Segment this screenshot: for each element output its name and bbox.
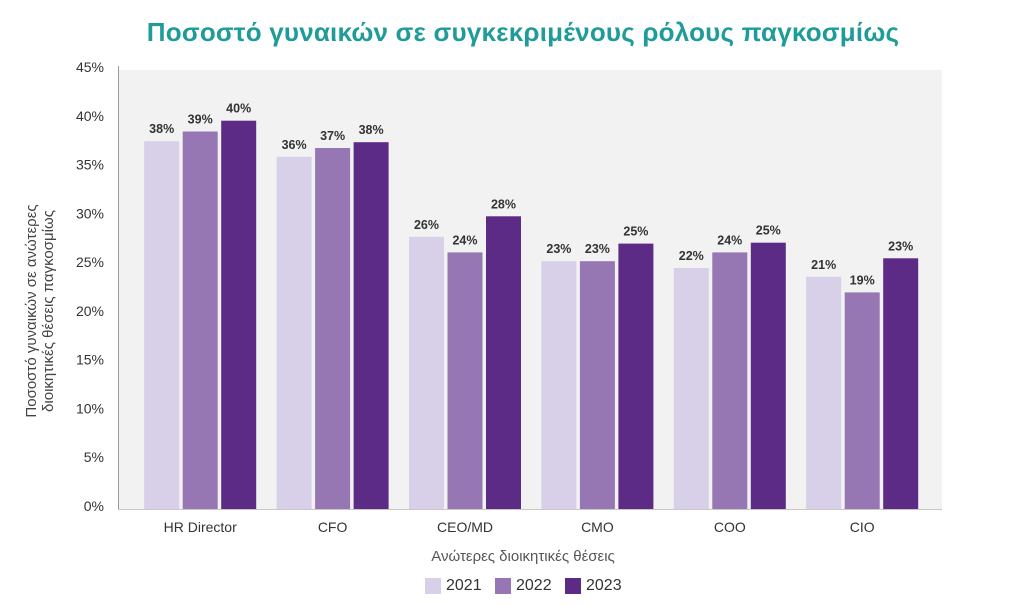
x-tick-label: CMO bbox=[581, 519, 614, 535]
bar-2022 bbox=[712, 252, 748, 509]
data-label: 26% bbox=[414, 218, 439, 232]
bar-2021 bbox=[276, 156, 312, 510]
data-label: 38% bbox=[359, 123, 384, 137]
x-tick-label: CFO bbox=[318, 519, 348, 535]
legend-item: 2022 bbox=[495, 577, 565, 595]
legend-item: 2021 bbox=[425, 577, 495, 595]
y-tick-label: 20% bbox=[76, 303, 104, 319]
legend-swatch bbox=[425, 578, 441, 594]
data-label: 38% bbox=[149, 122, 174, 136]
bar-2022 bbox=[315, 148, 351, 509]
bar-2023 bbox=[353, 142, 389, 509]
data-label: 25% bbox=[623, 225, 648, 239]
legend-label: 2021 bbox=[446, 577, 482, 594]
y-axis-ticks: 0% 5% 10% 15% 20% 25% 30% 35% 40% 45% bbox=[76, 59, 104, 514]
data-label: 22% bbox=[679, 249, 704, 263]
legend: 2021 2022 2023 bbox=[425, 577, 635, 595]
data-label: 21% bbox=[811, 258, 836, 272]
data-label: 25% bbox=[756, 224, 781, 238]
x-tick-label: CEO/MD bbox=[437, 519, 493, 535]
x-tick-label: COO bbox=[714, 519, 746, 535]
legend-item: 2023 bbox=[565, 577, 635, 595]
bar-2022 bbox=[447, 252, 483, 509]
bar-2021 bbox=[541, 261, 577, 509]
data-label: 24% bbox=[717, 233, 742, 247]
legend-label: 2022 bbox=[516, 577, 552, 594]
bar-2021 bbox=[806, 276, 842, 509]
data-label: 37% bbox=[320, 129, 345, 143]
y-tick-label: 10% bbox=[76, 400, 104, 416]
y-tick-label: 15% bbox=[76, 352, 104, 368]
y-tick-label: 35% bbox=[76, 157, 104, 173]
y-tick-label: 30% bbox=[76, 205, 104, 221]
bar-2023 bbox=[618, 243, 654, 509]
data-label: 28% bbox=[491, 197, 516, 211]
bar-2023 bbox=[221, 120, 257, 509]
y-tick-label: 5% bbox=[84, 449, 104, 465]
bar-2021 bbox=[144, 141, 180, 509]
chart-title: Ποσοστό γυναικών σε συγκεκριμένους ρόλου… bbox=[146, 17, 900, 47]
data-label: 19% bbox=[850, 273, 875, 287]
data-label: 36% bbox=[282, 138, 307, 152]
x-tick-label: HR Director bbox=[164, 519, 237, 535]
data-label: 39% bbox=[188, 113, 213, 127]
x-tick-label: CIO bbox=[850, 519, 875, 535]
x-axis-label: Ανώτερες διοικητικές θέσεις bbox=[431, 548, 615, 565]
bar-2021 bbox=[409, 236, 444, 510]
bar-2022 bbox=[182, 131, 218, 509]
bars bbox=[144, 120, 919, 510]
bar-2023 bbox=[883, 258, 919, 509]
bar-2022 bbox=[844, 292, 880, 509]
data-labels: 38% 39% 40% 36% 37% 38% 26% 24% 28% 23% 23% 25% 22% 2… bbox=[149, 102, 913, 288]
y-tick-label: 0% bbox=[84, 498, 104, 514]
data-label: 23% bbox=[888, 239, 913, 253]
y-tick-label: 45% bbox=[76, 59, 104, 75]
bar-2023 bbox=[486, 216, 521, 510]
legend-label: 2023 bbox=[586, 577, 622, 594]
legend-swatch bbox=[495, 578, 511, 594]
y-axis-label: Ποσοστό γυναικών σε ανώτερες διοικητικές… bbox=[23, 204, 57, 418]
data-label: 24% bbox=[452, 233, 477, 247]
bar-2022 bbox=[579, 261, 615, 509]
data-label: 23% bbox=[585, 242, 610, 256]
data-label: 40% bbox=[226, 102, 251, 116]
legend-swatch bbox=[565, 578, 581, 594]
y-tick-label: 40% bbox=[76, 108, 104, 124]
bar-2023 bbox=[750, 242, 786, 509]
data-label: 23% bbox=[546, 242, 571, 256]
bar-2021 bbox=[673, 268, 709, 509]
y-tick-label: 25% bbox=[76, 254, 104, 270]
x-axis-ticks: HR Director CFO CEO/MD CMO COO CIO bbox=[164, 519, 875, 535]
